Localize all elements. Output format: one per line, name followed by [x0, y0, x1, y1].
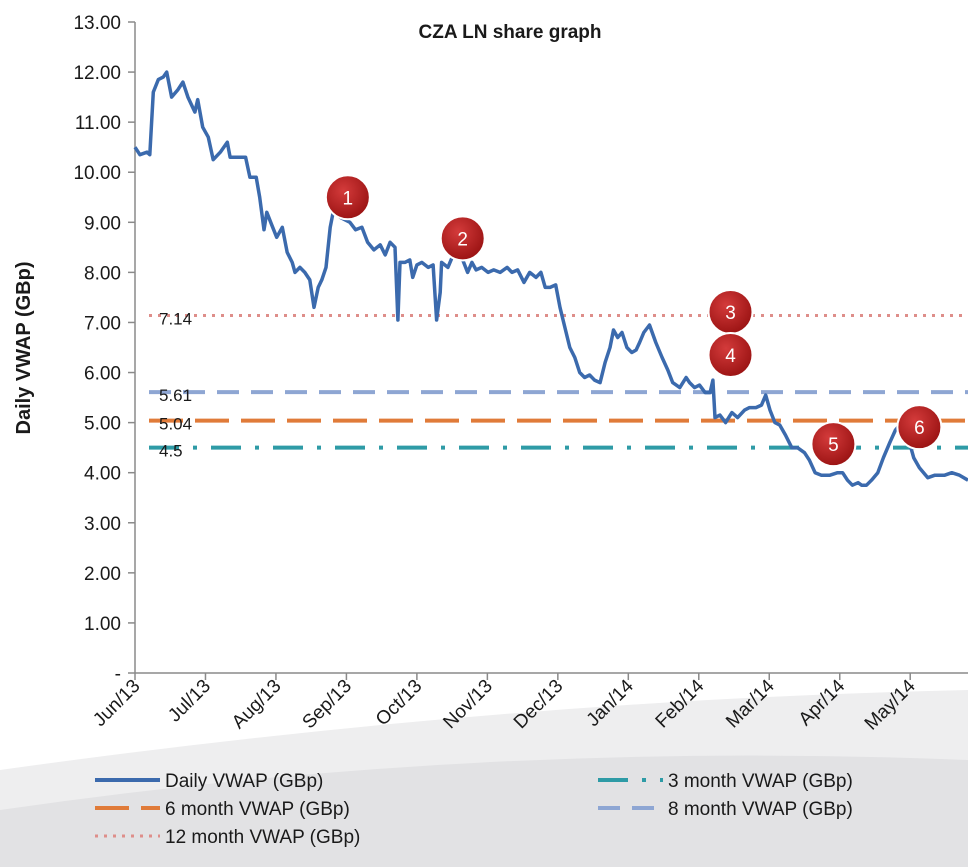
annotation-label: 5 — [828, 435, 839, 456]
y-tick-label: 13.00 — [73, 13, 121, 34]
reference-line-label: 5.04 — [159, 415, 192, 434]
y-tick-label: 3.00 — [84, 514, 121, 535]
annotation-label: 1 — [343, 188, 354, 209]
reference-line-label: 5.61 — [159, 386, 192, 405]
annotation-label: 6 — [914, 418, 925, 439]
chart-title: CZA LN share graph — [419, 22, 602, 43]
y-tick-label: 1.00 — [84, 614, 121, 635]
y-tick-label: - — [115, 664, 121, 685]
annotation-label: 3 — [725, 303, 736, 324]
annotation-badge — [707, 332, 754, 379]
background-swoosh — [0, 755, 968, 867]
legend-label: Daily VWAP (GBp) — [165, 771, 323, 792]
y-tick-label: 4.00 — [84, 464, 121, 485]
annotation-badge — [439, 215, 486, 262]
y-tick-label: 7.00 — [84, 313, 121, 334]
annotation-label: 4 — [725, 346, 736, 367]
reference-line-label: 4.5 — [159, 442, 183, 461]
annotation-badge — [324, 174, 371, 221]
legend-label: 3 month VWAP (GBp) — [668, 771, 853, 792]
annotation-badge — [810, 421, 857, 468]
y-tick-label: 11.00 — [75, 113, 121, 134]
x-tick-label: Jul/13 — [164, 676, 215, 727]
legend-label: 12 month VWAP (GBp) — [165, 827, 360, 848]
data-line — [133, 70, 968, 487]
annotation-label: 2 — [457, 229, 468, 250]
y-tick-label: 2.00 — [84, 564, 121, 585]
annotation-badge — [896, 404, 943, 451]
y-tick-label: 10.00 — [73, 163, 121, 184]
y-axis-label: Daily VWAP (GBp) — [13, 262, 35, 435]
reference-line-label: 7.14 — [159, 309, 192, 328]
y-tick-label: 8.00 — [84, 263, 121, 284]
y-tick-label: 12.00 — [73, 63, 121, 84]
y-tick-label: 5.00 — [84, 414, 121, 435]
legend-label: 8 month VWAP (GBp) — [668, 799, 853, 820]
y-tick-label: 9.00 — [84, 213, 121, 234]
x-tick-label: Aug/13 — [228, 676, 285, 733]
x-tick-label: Sep/13 — [299, 676, 356, 733]
legend-label: 6 month VWAP (GBp) — [165, 799, 350, 820]
y-tick-label: 6.00 — [84, 364, 121, 385]
